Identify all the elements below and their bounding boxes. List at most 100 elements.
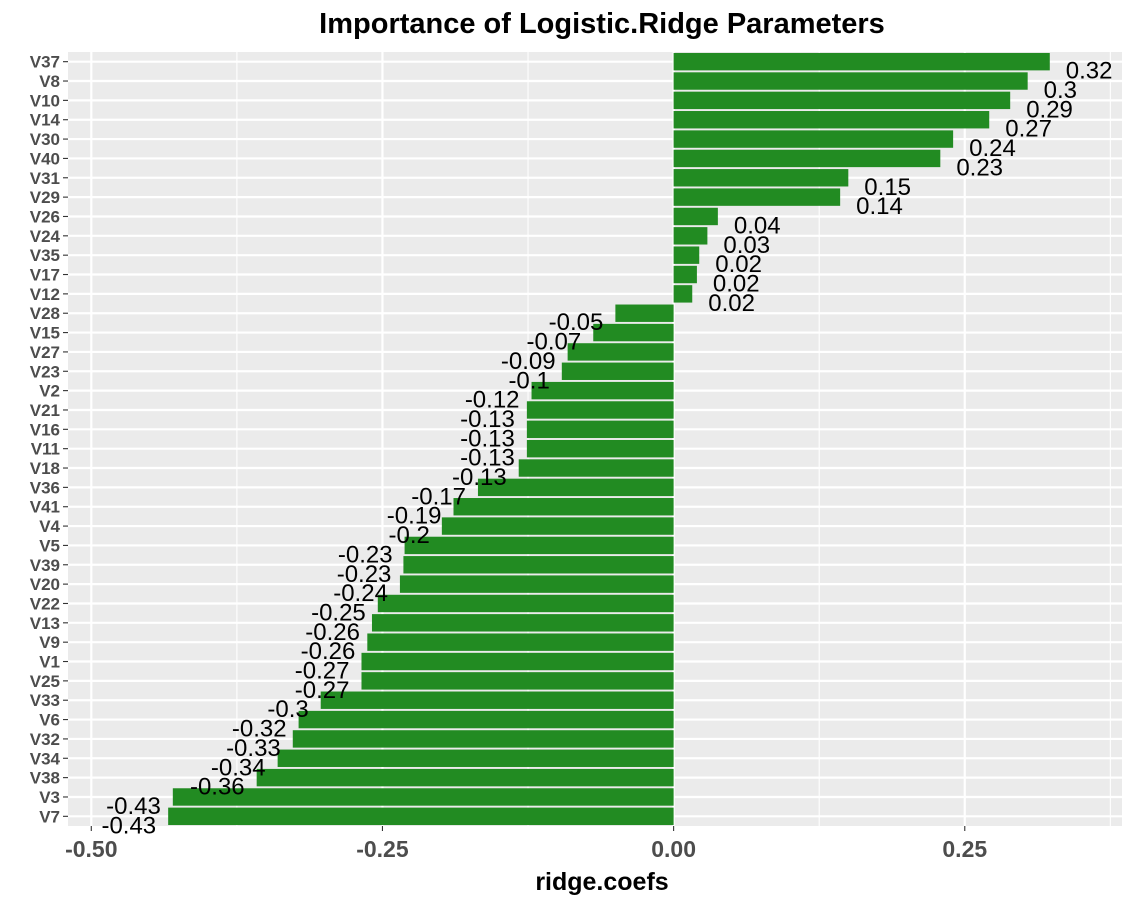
bar-v35: [673, 246, 700, 264]
y-tick-label-v21: V21: [30, 401, 60, 420]
x-axis-ticks: -0.50 -0.25 0.00 0.25: [65, 826, 987, 862]
bar-v13: [371, 614, 674, 632]
x-tick-label: 0.00: [651, 836, 696, 862]
bar-v32: [292, 730, 674, 748]
bar-v26: [673, 207, 718, 226]
bar-v29: [673, 188, 841, 206]
data-label-v28: -0.05: [549, 309, 604, 336]
data-label-v31: 0.15: [864, 174, 911, 201]
y-tick-label-v14: V14: [30, 111, 61, 130]
y-tick-label-v36: V36: [30, 478, 60, 497]
y-tick-label-v31: V31: [30, 169, 60, 188]
data-label-v10: 0.29: [1026, 96, 1073, 123]
data-label-v37: 0.32: [1066, 58, 1113, 85]
bar-v33: [320, 691, 674, 709]
bar-v20: [399, 575, 674, 593]
data-label-v33: -0.3: [267, 696, 308, 723]
y-tick-label-v4: V4: [39, 517, 60, 536]
y-tick-label-v2: V2: [39, 382, 60, 401]
x-tick-label: 0.25: [942, 836, 987, 862]
data-label-v7: -0.43: [101, 812, 156, 839]
bar-v27: [567, 343, 674, 361]
bar-v21: [526, 401, 674, 419]
y-tick-label-v38: V38: [30, 769, 60, 788]
bar-v40: [673, 149, 941, 168]
bar-v1: [361, 652, 674, 671]
y-tick-label-v37: V37: [30, 53, 60, 72]
data-label-v20: -0.24: [333, 580, 388, 607]
bar-v15: [593, 323, 674, 342]
y-tick-label-v25: V25: [30, 672, 60, 691]
data-label-v3: -0.43: [106, 793, 161, 820]
bar-v14: [673, 111, 990, 129]
data-label-v34: -0.34: [211, 754, 266, 781]
y-tick-label-v12: V12: [30, 285, 60, 304]
data-labels-group: 0.320.30.290.270.240.230.150.140.040.030…: [101, 58, 1112, 840]
data-label-v21: -0.13: [460, 406, 515, 433]
y-tick-label-v22: V22: [30, 594, 60, 613]
bar-v12: [673, 285, 693, 303]
x-tick-label: -0.25: [356, 836, 409, 862]
bar-v34: [277, 749, 674, 767]
bar-v11: [526, 439, 674, 458]
bar-v36: [477, 478, 674, 497]
y-tick-label-v9: V9: [39, 633, 60, 652]
bars-group: [168, 52, 1050, 826]
y-tick-label-v16: V16: [30, 420, 60, 439]
bar-v41: [453, 498, 674, 516]
y-tick-label-v34: V34: [30, 749, 61, 768]
data-label-v15: -0.07: [527, 329, 582, 356]
data-label-v32: -0.33: [226, 735, 281, 762]
data-label-v23: -0.1: [508, 367, 549, 394]
y-tick-label-v8: V8: [39, 72, 60, 91]
y-tick-label-v33: V33: [30, 691, 60, 710]
y-tick-label-v18: V18: [30, 459, 60, 478]
bar-v7: [168, 807, 674, 826]
x-tick-label: -0.50: [65, 836, 117, 862]
y-tick-label-v6: V6: [39, 711, 60, 730]
data-label-v40: 0.23: [956, 154, 1003, 181]
bar-v39: [403, 556, 674, 574]
data-label-v14: 0.27: [1005, 116, 1052, 143]
y-tick-label-v39: V39: [30, 556, 60, 575]
bar-v25: [361, 672, 674, 690]
data-label-v18: -0.13: [452, 464, 507, 491]
data-label-v41: -0.19: [387, 503, 442, 530]
data-label-v36: -0.17: [411, 483, 466, 510]
bar-v5: [404, 536, 674, 555]
data-label-v17: 0.02: [713, 271, 760, 298]
bar-v28: [615, 304, 674, 322]
y-tick-label-v17: V17: [30, 266, 60, 285]
data-label-v35: 0.02: [715, 251, 762, 278]
data-label-v16: -0.13: [460, 425, 515, 452]
y-tick-label-v32: V32: [30, 730, 60, 749]
bar-v37: [673, 52, 1050, 71]
data-label-v9: -0.26: [301, 638, 356, 665]
data-label-v29: 0.14: [856, 193, 903, 220]
data-label-v38: -0.36: [190, 774, 245, 801]
data-label-v27: -0.09: [501, 348, 556, 375]
y-tick-label-v35: V35: [30, 246, 60, 265]
y-tick-label-v30: V30: [30, 130, 60, 149]
data-label-v6: -0.32: [232, 716, 287, 743]
x-axis-title: ridge.coefs: [535, 868, 668, 896]
data-label-v8: 0.3: [1044, 77, 1077, 104]
chart-title: Importance of Logistic.Ridge Parameters: [319, 8, 885, 40]
y-tick-label-v13: V13: [30, 614, 60, 633]
y-tick-label-v11: V11: [31, 440, 60, 459]
data-label-v30: 0.24: [969, 135, 1016, 162]
data-label-v26: 0.04: [734, 212, 781, 239]
y-tick-label-v10: V10: [30, 91, 60, 110]
y-tick-label-v28: V28: [30, 304, 60, 323]
bar-v38: [256, 768, 674, 787]
y-tick-label-v23: V23: [30, 362, 60, 381]
data-label-v11: -0.13: [460, 445, 515, 472]
y-tick-label-v40: V40: [30, 149, 60, 168]
data-label-v2: -0.12: [465, 387, 520, 414]
data-label-v1: -0.27: [295, 658, 350, 685]
data-label-v5: -0.23: [338, 541, 393, 568]
y-tick-label-v41: V41: [30, 498, 60, 517]
data-label-v24: 0.03: [723, 232, 770, 259]
data-label-v12: 0.02: [708, 290, 755, 317]
y-tick-label-v29: V29: [30, 188, 60, 207]
